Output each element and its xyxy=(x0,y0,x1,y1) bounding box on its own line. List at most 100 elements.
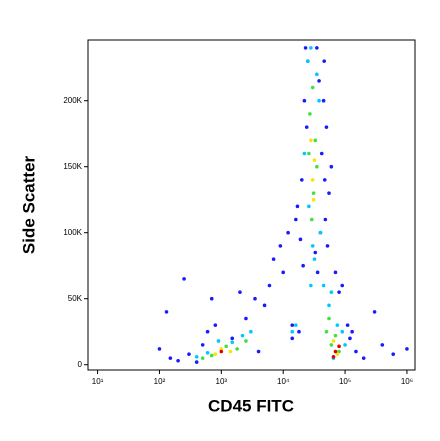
event-dot xyxy=(324,329,329,334)
event-dot xyxy=(253,296,257,301)
event-dot xyxy=(267,283,272,288)
event-dot xyxy=(329,343,334,347)
x-tick-label: 10¹ xyxy=(92,377,104,386)
event-dot xyxy=(213,323,218,327)
event-dot xyxy=(315,72,319,77)
event-dot xyxy=(340,283,345,288)
event-dot xyxy=(335,352,340,356)
event-dot xyxy=(238,290,242,294)
event-dot xyxy=(308,112,312,116)
event-dot xyxy=(235,347,239,351)
x-tick-label: 10⁴ xyxy=(277,377,290,386)
event-dot xyxy=(294,323,298,327)
event-dot xyxy=(322,59,327,63)
event-dot xyxy=(335,323,340,327)
y-axis-title: Side Scatter xyxy=(19,155,38,254)
event-dot xyxy=(322,178,327,182)
event-dot xyxy=(354,349,358,354)
event-dot xyxy=(311,197,316,202)
event-dot xyxy=(331,355,336,359)
event-dot xyxy=(205,351,210,355)
event-dot xyxy=(228,349,233,354)
event-dot xyxy=(327,191,331,195)
event-dot xyxy=(249,329,253,334)
y-tick-label: 150K xyxy=(63,162,82,171)
event-dot xyxy=(302,98,307,103)
event-dot xyxy=(244,316,248,321)
event-dot xyxy=(340,329,345,334)
event-dot xyxy=(405,347,409,351)
event-dot xyxy=(256,349,261,354)
event-dot xyxy=(209,353,214,358)
event-dot xyxy=(205,329,210,334)
y-tick-label: 100K xyxy=(63,228,82,237)
event-dot xyxy=(324,125,329,129)
event-dot xyxy=(176,358,180,363)
event-dot xyxy=(164,310,169,314)
event-dot xyxy=(244,339,248,343)
event-dot xyxy=(325,244,330,248)
event-dot xyxy=(297,329,301,334)
event-dot xyxy=(298,237,303,242)
event-dot xyxy=(286,230,290,235)
event-dot xyxy=(303,46,308,50)
event-dot xyxy=(327,316,331,321)
event-dot xyxy=(361,356,366,360)
event-dot xyxy=(321,98,326,103)
event-dot xyxy=(309,138,313,143)
event-dot xyxy=(310,85,315,90)
event-dot xyxy=(295,204,300,209)
event-dot xyxy=(317,98,321,103)
event-dot xyxy=(307,151,311,156)
event-dot xyxy=(315,164,319,169)
event-dot xyxy=(157,347,162,351)
event-dot xyxy=(317,79,321,83)
event-dot xyxy=(337,344,341,349)
event-dot xyxy=(345,323,350,327)
event-dot xyxy=(310,244,315,248)
event-dot xyxy=(310,217,314,222)
event-dot xyxy=(323,217,328,222)
event-dot xyxy=(372,310,377,314)
event-dot xyxy=(310,178,315,182)
event-dot xyxy=(219,347,224,351)
event-dot xyxy=(304,125,309,129)
event-dot xyxy=(281,270,285,275)
event-dot xyxy=(312,158,317,162)
event-dot xyxy=(262,303,267,308)
plot-frame xyxy=(87,39,416,371)
event-dot xyxy=(187,352,191,356)
y-tick-label: 0 xyxy=(78,360,83,369)
event-dot xyxy=(230,336,235,341)
event-dot xyxy=(290,336,295,341)
event-dot xyxy=(391,352,396,356)
y-tick-label: 200K xyxy=(63,96,82,105)
event-dot xyxy=(168,356,173,360)
x-tick-label: 10⁶ xyxy=(401,377,413,386)
event-dot xyxy=(313,250,318,255)
event-dot xyxy=(216,339,221,343)
x-tick-label: 10³ xyxy=(216,377,228,386)
event-dot xyxy=(200,356,205,360)
x-tick-label: 10⁵ xyxy=(339,377,351,386)
event-dot xyxy=(337,290,341,294)
event-dot xyxy=(319,151,324,156)
event-dot xyxy=(219,349,224,354)
event-dot xyxy=(278,244,283,248)
event-dot xyxy=(350,329,354,334)
event-dot xyxy=(230,340,235,345)
event-dot xyxy=(337,349,341,354)
event-dot xyxy=(307,204,311,209)
event-dot xyxy=(306,59,310,63)
event-dot xyxy=(290,323,295,327)
event-dot xyxy=(200,343,205,347)
event-dot xyxy=(331,339,336,343)
event-dot xyxy=(194,355,199,359)
event-dot xyxy=(224,344,229,349)
event-dot xyxy=(313,138,318,143)
event-dot xyxy=(300,178,304,182)
event-dot xyxy=(329,290,334,294)
event-dot xyxy=(380,343,385,347)
event-dot xyxy=(333,349,338,354)
event-dot xyxy=(333,333,338,338)
